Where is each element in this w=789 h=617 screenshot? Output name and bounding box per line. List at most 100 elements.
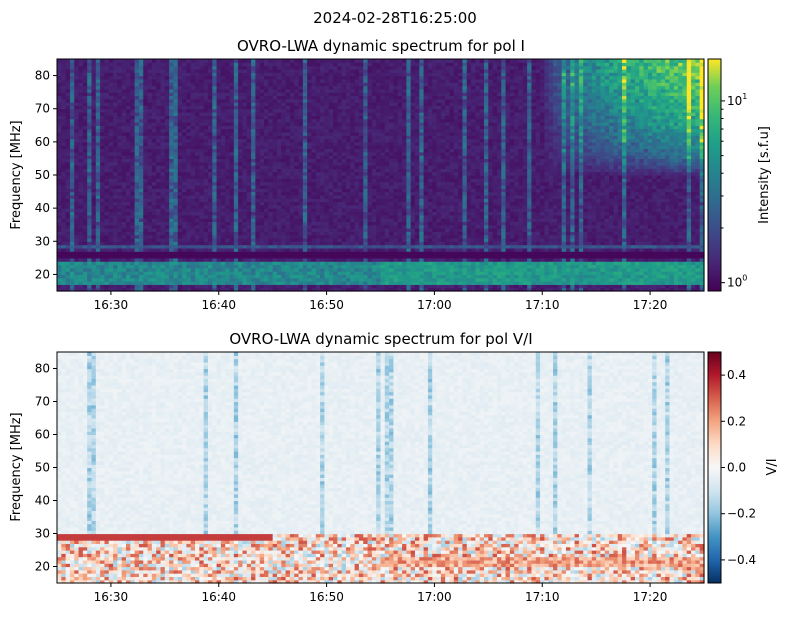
heatmap-cell (126, 115, 131, 120)
heatmap-cell (82, 128, 88, 133)
heatmap-cell (87, 158, 93, 163)
heatmap-cell (87, 264, 93, 269)
heatmap-cell (151, 138, 157, 143)
heatmap-cell (130, 92, 136, 97)
heatmap-cell (91, 62, 97, 67)
heatmap-cell (87, 277, 93, 282)
heatmap-cell (117, 264, 123, 269)
heatmap-cell (156, 188, 162, 193)
heatmap-cell (126, 228, 131, 232)
heatmap-cell (156, 105, 162, 110)
heatmap-cell (143, 257, 149, 262)
heatmap-cell (57, 241, 62, 246)
heatmap-cell (143, 194, 149, 199)
heatmap-cell (113, 165, 118, 169)
heatmap-cell (126, 287, 131, 292)
heatmap-cell (121, 208, 127, 213)
heatmap-cell (130, 102, 136, 106)
heatmap-cell (74, 95, 80, 100)
heatmap-cell (69, 184, 75, 189)
heatmap-cell (91, 181, 97, 186)
heatmap-cell (74, 141, 80, 146)
heatmap-cell (117, 244, 123, 249)
heatmap-cell (65, 141, 71, 146)
heatmap-cell (74, 98, 80, 103)
heatmap-cell (57, 78, 62, 83)
heatmap-cell (108, 261, 114, 266)
heatmap-cell (134, 247, 140, 252)
heatmap-cell (143, 85, 149, 90)
heatmap-cell (78, 78, 84, 83)
heatmap-cell (134, 85, 140, 90)
heatmap-cell (138, 277, 144, 282)
heatmap-cell (169, 267, 175, 272)
heatmap-cell (126, 68, 131, 73)
heatmap-cell (95, 131, 101, 136)
heatmap-cell (164, 158, 170, 163)
heatmap-cell (121, 108, 127, 113)
heatmap-cell (91, 241, 97, 246)
heatmap-cell (100, 165, 106, 169)
heatmap-cell (104, 284, 110, 289)
heatmap-cell (65, 237, 71, 242)
heatmap-cell (95, 148, 101, 153)
heatmap-cell (108, 78, 114, 83)
heatmap-cell (82, 231, 88, 236)
heatmap-cell (130, 161, 136, 166)
heatmap-cell (74, 188, 80, 193)
heatmap-cell (130, 287, 136, 292)
heatmap-cell (151, 267, 157, 272)
heatmap-cell (147, 271, 153, 276)
heatmap-cell (169, 218, 175, 222)
heatmap-cell (104, 145, 110, 150)
heatmap-cell (100, 82, 106, 87)
heatmap-cell (104, 165, 110, 169)
heatmap-cell (164, 138, 170, 143)
heatmap-cell (61, 121, 67, 126)
heatmap-cell (100, 287, 106, 292)
heatmap-cell (156, 184, 162, 189)
heatmap-cell (74, 78, 80, 83)
heatmap-cell (225, 59, 231, 63)
heatmap-cell (108, 112, 114, 116)
heatmap-cell (113, 121, 118, 126)
heatmap-cell (130, 131, 136, 136)
heatmap-cell (57, 251, 62, 256)
heatmap-cell (87, 208, 93, 213)
heatmap-cell (164, 251, 170, 256)
heatmap-cell (74, 208, 80, 213)
heatmap-cell (151, 287, 157, 292)
heatmap-cell (130, 68, 136, 73)
heatmap-cell (74, 204, 80, 209)
heatmap-cell (164, 125, 170, 130)
heatmap-cell (138, 98, 144, 103)
heatmap-cell (95, 231, 101, 236)
heatmap-cell (173, 194, 179, 199)
heatmap-cell (160, 118, 166, 123)
heatmap-cell (82, 62, 88, 67)
heatmap-cell (104, 281, 110, 285)
heatmap-cell (69, 247, 75, 252)
heatmap-cell (138, 211, 144, 216)
heatmap-cell (169, 201, 175, 206)
heatmap-cell (91, 257, 97, 262)
heatmap-cell (147, 112, 153, 116)
heatmap-cell (108, 148, 114, 153)
heatmap-cell (100, 271, 106, 276)
heatmap-cell (276, 59, 282, 63)
heatmap-cell (143, 65, 149, 70)
heatmap-cell (113, 247, 118, 252)
heatmap-cell (156, 257, 162, 262)
heatmap-cell (121, 234, 127, 239)
heatmap-cell (61, 155, 67, 160)
heatmap-cell (104, 98, 110, 103)
heatmap-cell (65, 92, 71, 97)
heatmap-cell (61, 254, 67, 259)
panel-pol-i: OVRO-LWA dynamic spectrum for pol I 2030… (9, 37, 772, 312)
heatmap-cell (100, 72, 106, 77)
heatmap-cell (151, 112, 157, 116)
heatmap-cell (65, 211, 71, 216)
heatmap-cell (108, 72, 114, 77)
heatmap-cell (121, 102, 127, 106)
heatmap-cell (117, 241, 123, 246)
